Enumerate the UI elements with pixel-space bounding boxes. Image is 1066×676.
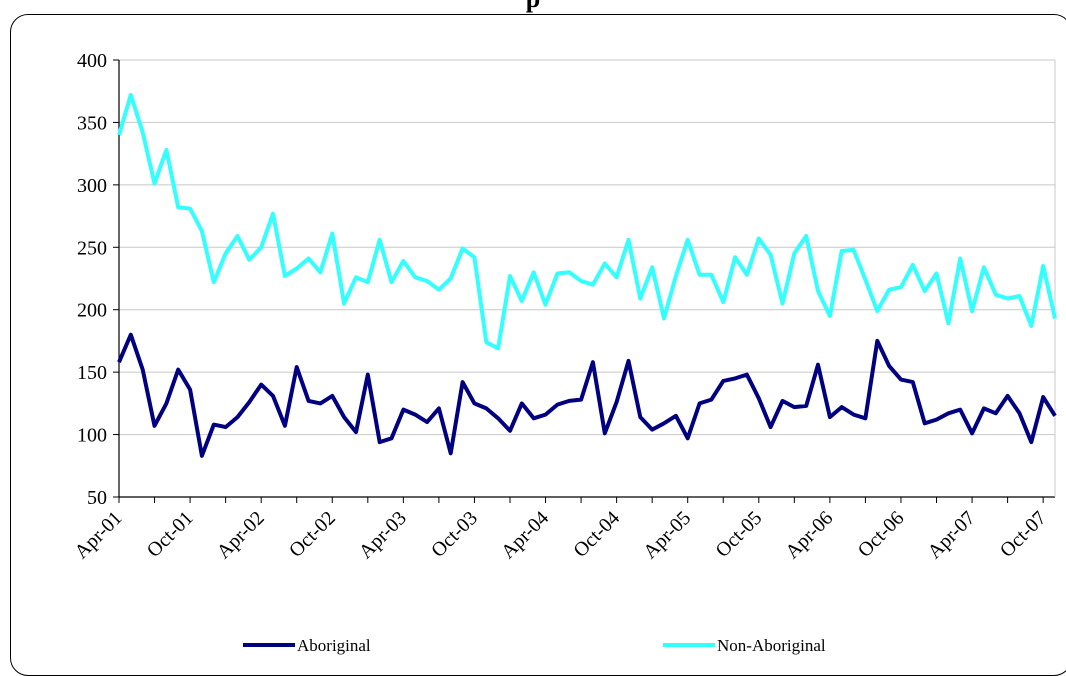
x-tick-label-Oct-01: Oct-01 (143, 507, 198, 562)
x-tick-label-Oct-02: Oct-02 (285, 507, 340, 562)
x-tick-label-Apr-07: Apr-07 (923, 507, 979, 563)
x-axis-ticks: Apr-01 Oct-01 Apr-02 Oct-02 Apr-03 Oct-03 Apr-… (70, 497, 1051, 563)
x-tick-label-Apr-03: Apr-03 (355, 507, 411, 563)
legend-label-non-aboriginal: Non-Aboriginal (717, 636, 826, 655)
x-tick-label-Apr-04: Apr-04 (497, 507, 553, 563)
y-tick-label-350: 350 (77, 112, 107, 134)
chart-title: p (0, 0, 1066, 14)
axes (118, 60, 1056, 498)
series-line-aboriginal (117, 332, 1057, 458)
x-tick-label-Oct-07: Oct-07 (996, 507, 1051, 562)
y-tick-label-50: 50 (87, 487, 107, 509)
x-tick-label-Apr-06: Apr-06 (781, 507, 837, 563)
gridlines (119, 59, 1055, 436)
series-line-non-aboriginal (117, 93, 1057, 351)
y-axis-ticks: 50 100 150 200 250 300 350 400 (77, 50, 119, 509)
y-tick-label-300: 300 (77, 175, 107, 197)
x-tick-label-Oct-03: Oct-03 (427, 507, 482, 562)
x-tick-label-Apr-01: Apr-01 (70, 507, 126, 563)
x-tick-label-Apr-02: Apr-02 (213, 507, 269, 563)
x-tick-label-Apr-05: Apr-05 (639, 507, 695, 563)
y-tick-label-200: 200 (77, 300, 107, 322)
x-tick-label-Oct-05: Oct-05 (711, 507, 766, 562)
series-lines (117, 93, 1057, 458)
y-tick-label-100: 100 (77, 425, 107, 447)
x-tick-label-Oct-04: Oct-04 (569, 507, 624, 562)
x-tick-label-Oct-06: Oct-06 (854, 507, 909, 562)
y-tick-label-400: 400 (77, 50, 107, 72)
legend-label-aboriginal: Aboriginal (297, 636, 371, 655)
y-tick-label-150: 150 (77, 362, 107, 384)
legend: Aboriginal Non-Aboriginal (243, 636, 826, 655)
y-tick-label-250: 250 (77, 237, 107, 259)
